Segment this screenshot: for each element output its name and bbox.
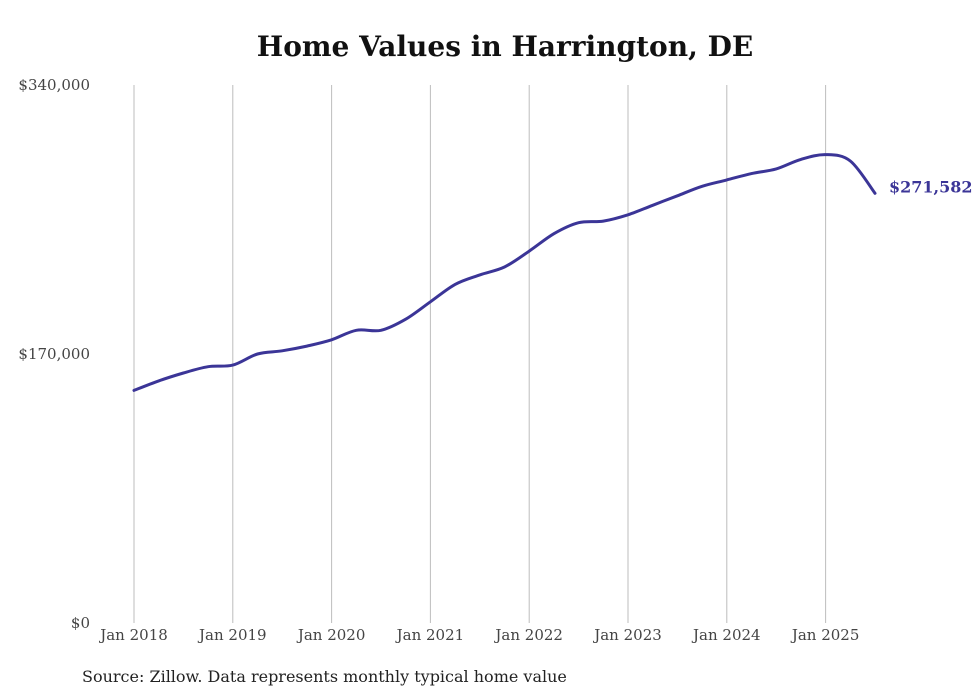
y-tick-label: $340,000 <box>18 76 90 94</box>
grid-lines <box>133 85 827 623</box>
x-tick-label: Jan 2024 <box>691 626 761 644</box>
x-tick-label: Jan 2018 <box>98 626 168 644</box>
y-tick-label: $0 <box>71 614 90 632</box>
x-tick-label: Jan 2021 <box>395 626 465 644</box>
source-note: Source: Zillow. Data represents monthly … <box>82 667 567 686</box>
chart-title: Home Values in Harrington, DE <box>256 30 754 63</box>
end-value-label: $271,582 <box>889 177 973 196</box>
x-tick-label: Jan 2020 <box>296 626 366 644</box>
x-tick-label: Jan 2022 <box>493 626 563 644</box>
x-tick-label: Jan 2025 <box>790 626 860 644</box>
x-tick-label: Jan 2023 <box>592 626 662 644</box>
axis-labels: Jan 2018 Jan 2019 Jan 2020 Jan 2021 Jan 2022… <box>18 76 859 644</box>
line-chart: Jan 2018 Jan 2019 Jan 2020 Jan 2021 Jan 2022… <box>18 76 973 644</box>
y-tick-label: $170,000 <box>18 345 90 363</box>
series-layer: $271,582 <box>132 153 973 392</box>
series-line <box>132 153 877 392</box>
x-tick-label: Jan 2019 <box>197 626 267 644</box>
